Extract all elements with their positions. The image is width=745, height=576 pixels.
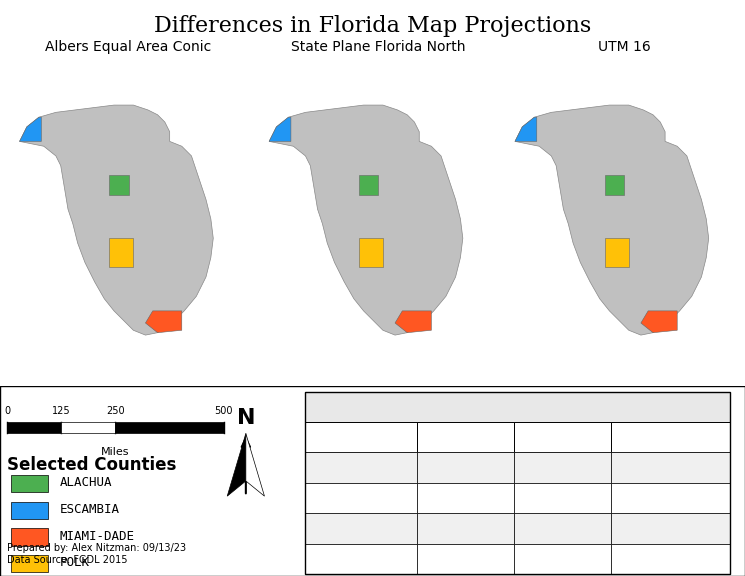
Text: 1985: 1985 xyxy=(451,524,480,533)
Text: Differences in Florida Map Projections: Differences in Florida Map Projections xyxy=(154,15,591,37)
Text: Albers Equal Area Conic: Albers Equal Area Conic xyxy=(45,40,212,54)
Text: 2004: 2004 xyxy=(548,524,577,533)
Text: ALACHUA: ALACHUA xyxy=(60,476,112,490)
Polygon shape xyxy=(358,175,378,195)
Polygon shape xyxy=(395,311,431,333)
Text: POLK: POLK xyxy=(60,556,89,569)
Polygon shape xyxy=(19,117,42,141)
Text: UTM 16: UTM 16 xyxy=(597,40,650,54)
Polygon shape xyxy=(246,433,264,496)
Polygon shape xyxy=(605,238,629,267)
Text: Polk: Polk xyxy=(313,554,336,564)
Text: 2013: 2013 xyxy=(656,554,685,564)
Text: 969: 969 xyxy=(455,463,476,473)
Text: Albers: Albers xyxy=(446,432,486,442)
Text: 2022: 2022 xyxy=(548,554,577,564)
Polygon shape xyxy=(605,175,624,195)
Bar xyxy=(115,422,224,433)
Text: 670: 670 xyxy=(660,493,681,503)
Text: Selected Counties: Selected Counties xyxy=(7,456,177,474)
Polygon shape xyxy=(269,117,291,141)
Text: 1997: 1997 xyxy=(656,524,685,533)
Bar xyxy=(11,529,48,545)
Polygon shape xyxy=(145,311,182,333)
Text: MIAMI-DADE: MIAMI-DADE xyxy=(60,529,135,543)
Polygon shape xyxy=(269,105,463,335)
Text: 969: 969 xyxy=(660,463,681,473)
Polygon shape xyxy=(110,175,129,195)
Text: N: N xyxy=(237,408,255,428)
Text: State Plane Florida North: State Plane Florida North xyxy=(291,40,466,54)
Text: 670: 670 xyxy=(455,493,476,503)
Text: Area in Square Miles: Area in Square Miles xyxy=(446,400,590,414)
Polygon shape xyxy=(110,238,133,267)
Polygon shape xyxy=(515,105,708,335)
Text: 125: 125 xyxy=(52,406,71,416)
Text: UTM 16 N: UTM 16 N xyxy=(532,432,593,442)
Bar xyxy=(11,475,48,492)
Text: 500: 500 xyxy=(215,406,232,416)
Bar xyxy=(61,422,115,433)
Text: County: County xyxy=(339,432,384,442)
Bar xyxy=(11,555,48,572)
Text: Alachua: Alachua xyxy=(313,463,358,473)
Polygon shape xyxy=(641,311,677,333)
Polygon shape xyxy=(358,238,383,267)
Text: Escambia: Escambia xyxy=(313,493,367,503)
Text: Miami-Dade: Miami-Dade xyxy=(313,524,380,533)
Bar xyxy=(11,502,48,519)
Polygon shape xyxy=(515,117,536,141)
Polygon shape xyxy=(227,433,246,496)
Text: State Plane N: State Plane N xyxy=(628,432,713,442)
Text: ESCAMBIA: ESCAMBIA xyxy=(60,503,120,516)
Text: 2010: 2010 xyxy=(451,554,480,564)
Text: Prepared by: Alex Nitzman: 09/13/23
Data Source: FGDL 2015: Prepared by: Alex Nitzman: 09/13/23 Data… xyxy=(7,543,186,564)
Polygon shape xyxy=(19,105,213,335)
Text: 669: 669 xyxy=(552,493,573,503)
Bar xyxy=(7,422,61,433)
Text: Miles: Miles xyxy=(101,447,130,457)
Text: 0: 0 xyxy=(4,406,10,416)
Text: 973: 973 xyxy=(552,463,573,473)
Text: 250: 250 xyxy=(106,406,124,416)
